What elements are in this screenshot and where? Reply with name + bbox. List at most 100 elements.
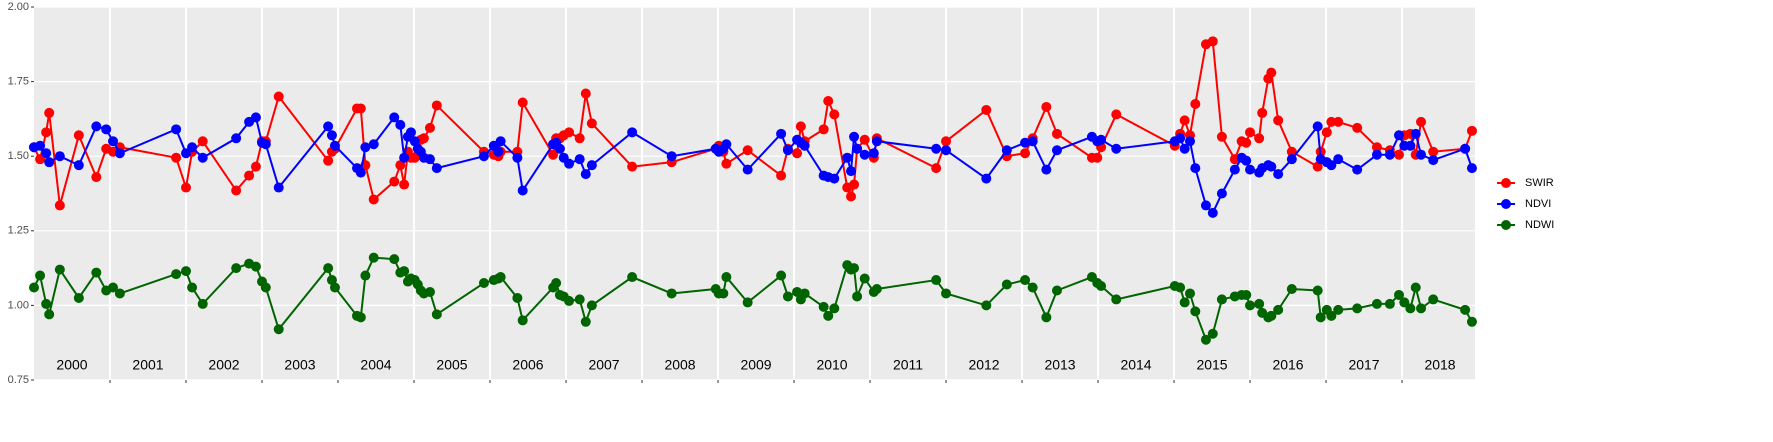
point [551,278,562,289]
year-label: 2017 [1348,357,1379,373]
point [181,182,192,193]
point [389,254,400,265]
point [564,127,575,138]
point [564,295,575,306]
point [1241,137,1252,148]
point [564,158,575,169]
year-label: 2014 [1120,357,1151,373]
point [1312,285,1323,296]
point [273,182,284,193]
point [73,160,84,171]
point [1200,334,1211,345]
point [114,148,125,159]
point [73,130,84,141]
point [1466,125,1477,136]
point [981,104,992,115]
point [431,100,442,111]
point [1266,67,1277,78]
point [1092,152,1103,163]
point [29,282,39,293]
point [1273,304,1284,315]
point [1326,116,1337,127]
year-label: 2007 [588,357,619,373]
point [44,107,55,118]
point [54,264,65,275]
point [721,158,732,169]
year-label: 2001 [132,357,163,373]
point [368,194,379,205]
point [871,283,882,294]
point [1312,121,1323,132]
point [842,152,853,163]
point [517,185,528,196]
point [399,179,410,190]
point [1393,130,1404,141]
point [1111,294,1122,305]
point [586,300,597,311]
point [1466,316,1477,327]
point [231,133,242,144]
point [323,263,334,274]
point [1352,303,1363,314]
point [871,136,882,147]
point [44,157,55,168]
point [1020,148,1031,159]
point [1371,149,1382,160]
point [586,118,597,129]
point [323,121,334,132]
point [1245,127,1256,138]
point [1333,304,1344,315]
point [1041,164,1052,175]
point [1428,294,1439,305]
point [187,282,198,293]
point [1273,169,1284,180]
point [1333,116,1344,127]
point [931,275,942,286]
point [1393,289,1404,300]
point [931,143,942,154]
point [574,154,585,165]
point [1190,98,1201,109]
point [1460,143,1471,154]
point [1041,101,1052,112]
point [580,169,591,180]
year-label: 2000 [56,357,87,373]
point [360,270,371,281]
point [1384,149,1395,160]
point [574,294,585,305]
point [171,269,182,280]
point [54,200,65,211]
point [1466,163,1477,174]
point [859,134,870,145]
point [818,124,829,135]
point [1286,283,1297,294]
year-label: 2011 [893,357,923,373]
point [493,146,504,157]
point [517,315,528,326]
point [1027,136,1038,147]
point [799,140,810,151]
point [1207,36,1218,47]
point [829,173,840,184]
point [849,263,860,274]
point [846,166,857,177]
point [41,148,52,159]
point [721,139,732,150]
point [512,152,523,163]
point [776,170,787,181]
point [431,309,442,320]
point [941,145,952,156]
point [395,160,406,171]
year-label: 2002 [208,357,239,373]
point [792,286,803,297]
point [1266,310,1277,321]
point [1245,300,1256,311]
point [792,148,803,159]
point [1179,297,1190,308]
legend-key-point [1501,220,1511,230]
point [1020,275,1031,286]
point [512,292,523,303]
point [171,152,182,163]
point [1410,282,1421,293]
legend-label: NDWI [1525,219,1554,231]
